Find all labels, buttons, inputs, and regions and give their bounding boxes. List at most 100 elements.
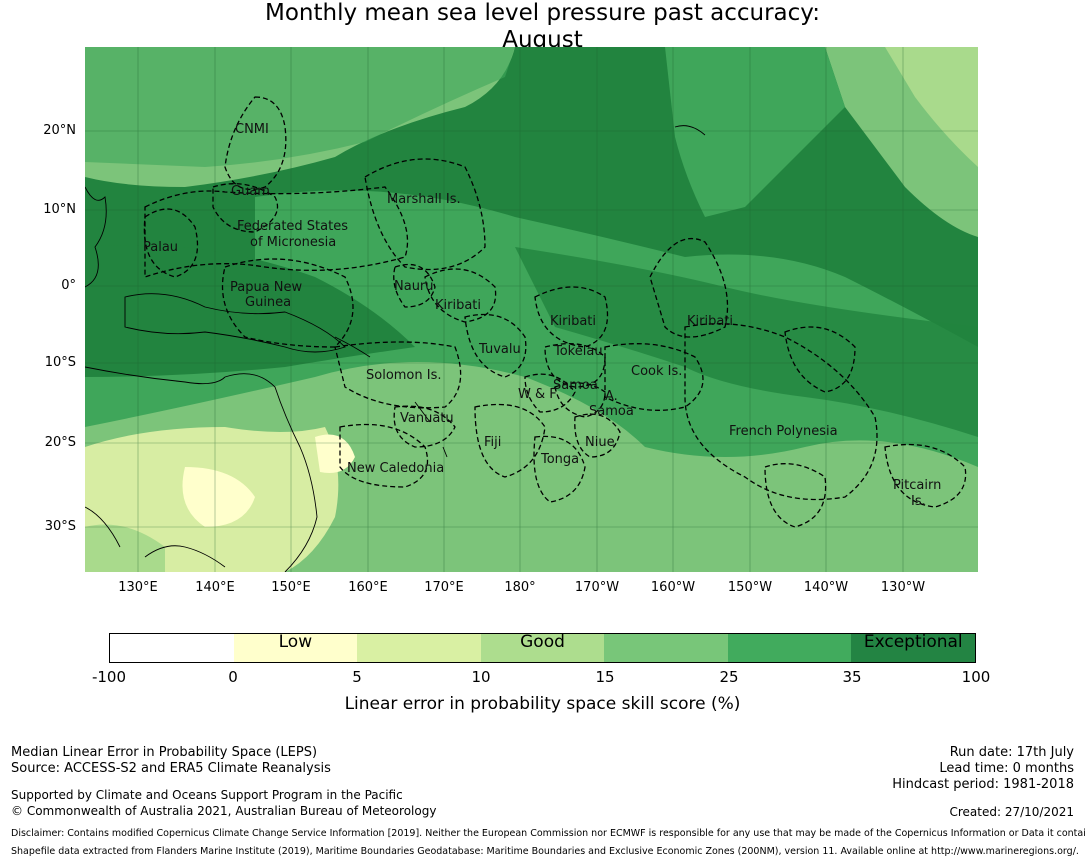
label-tokelau: Tokelau [553, 344, 603, 359]
eez-austral [764, 463, 827, 528]
label-new-caledonia: New Caledonia [347, 461, 444, 476]
x-tick-170e: 170°E [424, 580, 464, 595]
eez-kiribati-east [649, 237, 729, 338]
colorbar: Low Good Exceptional [109, 632, 976, 663]
title-line-1: Monthly mean sea level pressure past acc… [265, 0, 820, 26]
coastlines [84, 125, 706, 573]
skill-zone-north-central [665, 47, 845, 217]
colorbar-segment-7: Exceptional [851, 632, 976, 662]
skill-zone-equatorial-west [85, 245, 415, 377]
footer-method-line: Median Linear Error in Probability Space… [11, 745, 318, 760]
x-tick-150w: 150°W [727, 580, 773, 595]
eez-nauru [393, 263, 436, 308]
label-french-polynesia: French Polynesia [729, 424, 838, 439]
label-pitcairn-2: Is. [911, 494, 926, 509]
eez-kiribati-central [534, 286, 609, 348]
colorbar-label: Linear error in probability space skill … [344, 694, 741, 714]
colorbar-segment-1 [110, 634, 234, 662]
colorbar-tick-8: 100 [961, 668, 991, 686]
footer-support-line: Supported by Climate and Oceans Support … [11, 788, 403, 802]
category-low: Low [278, 632, 313, 652]
eez-tonga [533, 435, 586, 503]
label-cook: Cook Is. [631, 364, 682, 379]
eez-solomon [334, 341, 462, 409]
footer-copyright-line: © Commonwealth of Australia 2021, Austra… [11, 804, 437, 818]
colorbar-tick-4: 10 [471, 668, 491, 686]
label-american-samoa-a: A. [605, 389, 618, 404]
label-tuvalu: Tuvalu [478, 342, 521, 357]
x-tick-160e: 160°E [348, 580, 388, 595]
x-tick-140e: 140°E [195, 580, 235, 595]
region-labels: CNMI Guam Marshall Is. Federated States … [143, 122, 941, 509]
eez-tokelau [544, 343, 606, 388]
x-tick-160w: 160°W [650, 580, 696, 595]
label-american-samoa: Samoa [589, 404, 634, 419]
created-date: Created: 27/10/2021 [949, 805, 1074, 819]
eez-marshall [364, 158, 486, 271]
map-svg: CNMI Guam Marshall Is. Federated States … [84, 47, 978, 573]
skill-zone-low-1 [182, 467, 255, 527]
hindcast-period: Hindcast period: 1981-2018 [892, 777, 1074, 792]
eez-cnmi [224, 96, 287, 191]
eez-fiji [474, 403, 546, 478]
skill-zone-north-west-mid [85, 47, 515, 167]
colorbar-segment-3 [357, 634, 481, 662]
footer-source-line: Source: ACCESS-S2 and ERA5 Climate Reana… [11, 761, 331, 776]
eez-boundaries [143, 96, 967, 528]
colorbar-tick-2: 0 [228, 668, 238, 686]
y-tick-30s: 30°S [44, 519, 76, 534]
label-solomon: Solomon Is. [366, 368, 442, 383]
disclaimer: Disclaimer: Contains modified Copernicus… [11, 828, 1085, 839]
eez-vanuatu [393, 405, 456, 448]
footer-support: Supported by Climate and Oceans Support … [11, 787, 436, 819]
label-fsm-2: of Micronesia [250, 235, 336, 250]
category-good: Good [520, 632, 565, 652]
eez-marquesas [784, 326, 856, 393]
skill-zone-equatorial-east [515, 247, 978, 437]
colorbar-tick-3: 5 [352, 668, 362, 686]
skill-zone-north-east-light [885, 47, 978, 167]
label-marshall: Marshall Is. [387, 192, 461, 207]
colorbar-segment-6 [727, 634, 852, 662]
lead-time: Lead time: 0 months [939, 761, 1074, 776]
colorbar-tick-7: 35 [842, 668, 862, 686]
eez-new-caledonia [339, 423, 429, 488]
colorbar-tick-1: -100 [91, 668, 127, 686]
colorbar-segment-2: Low [233, 632, 358, 662]
y-tick-0: 0° [61, 278, 76, 293]
colorbar-segment-4: Good [480, 632, 605, 662]
eez-tuvalu [464, 313, 527, 378]
skill-zone-low-2 [315, 434, 355, 473]
label-cnmi: CNMI [235, 122, 269, 137]
colorbar-segment-5 [604, 634, 728, 662]
x-tick-130w: 130°W [880, 580, 926, 595]
label-kiribati-east: Kiribati [687, 314, 733, 329]
eez-niue [574, 413, 621, 458]
x-tick-130e: 130°E [118, 580, 158, 595]
label-wallis-futuna: W & F [518, 387, 557, 402]
x-tick-140w: 140°W [803, 580, 849, 595]
category-exceptional: Exceptional [863, 632, 963, 652]
x-tick-180: 180° [504, 580, 536, 595]
footer-run-info: Run date: 17th July Lead time: 0 months … [892, 745, 1074, 793]
label-samoa: Samoa [553, 378, 598, 393]
label-kiribati-central: Kiribati [550, 314, 596, 329]
colorbar-tick-5: 15 [595, 668, 615, 686]
eez-palau [143, 208, 199, 278]
label-fsm-1: Federated States [237, 219, 348, 234]
eez-pitcairn [884, 443, 967, 508]
eez-kiribati-west [424, 268, 497, 323]
y-tick-10s: 10°S [44, 355, 76, 370]
label-png-1: Papua New [230, 280, 303, 295]
eez-guam [212, 183, 279, 233]
y-tick-20s: 20°S [44, 435, 76, 450]
x-tick-170w: 170°W [574, 580, 620, 595]
label-palau: Palau [143, 240, 178, 255]
chart-title: Monthly mean sea level pressure past acc… [0, 0, 1085, 54]
label-tonga: Tonga [540, 452, 579, 467]
skill-map: CNMI Guam Marshall Is. Federated States … [84, 47, 978, 573]
eez-wallis-futuna [524, 373, 576, 413]
label-fiji: Fiji [484, 435, 501, 450]
skill-zone-low-3 [85, 524, 165, 572]
colorbar-tick-6: 25 [719, 668, 739, 686]
